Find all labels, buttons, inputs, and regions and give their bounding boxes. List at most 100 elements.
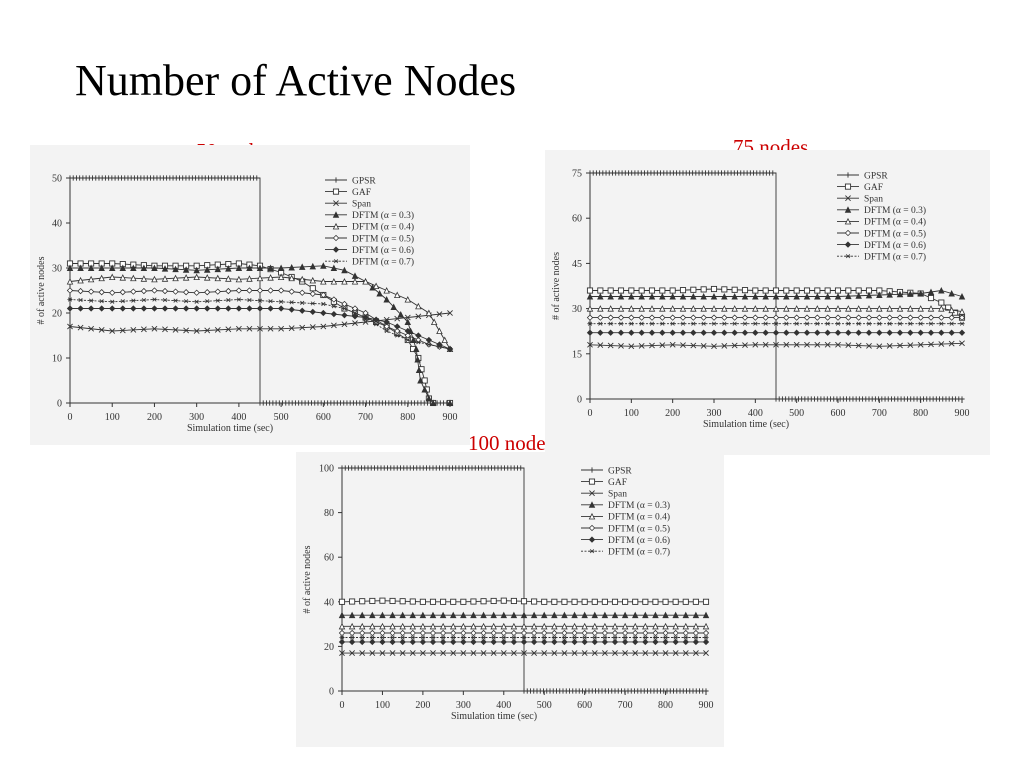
legend-entry: GPSR xyxy=(864,171,888,181)
legend-entry: DFTM (α = 0.4) xyxy=(864,217,926,228)
data-point xyxy=(571,635,578,640)
data-point xyxy=(587,321,593,326)
data-point xyxy=(389,622,396,630)
data-point xyxy=(927,288,935,296)
data-point xyxy=(581,611,588,619)
data-point xyxy=(662,629,669,637)
data-point xyxy=(299,289,306,296)
legend-marker xyxy=(844,183,852,190)
data-point xyxy=(415,313,422,320)
data-point xyxy=(460,650,467,657)
data-point xyxy=(66,264,74,271)
data-point xyxy=(267,264,274,271)
data-point xyxy=(425,336,433,344)
data-point xyxy=(369,597,376,605)
data-point xyxy=(741,329,749,336)
data-point xyxy=(638,342,645,349)
data-point xyxy=(721,342,728,349)
data-point xyxy=(700,293,707,300)
data-point xyxy=(680,342,686,349)
data-point xyxy=(669,287,676,294)
series-dftm-0-5 xyxy=(66,287,454,353)
series-dftm-0-7 xyxy=(339,635,709,640)
data-point xyxy=(783,287,790,294)
data-point xyxy=(541,635,547,640)
data-point xyxy=(607,305,614,312)
data-point xyxy=(429,399,437,406)
data-point xyxy=(77,287,84,295)
data-point xyxy=(288,288,295,295)
data-point xyxy=(581,629,588,637)
data-point xyxy=(108,264,116,271)
data-point xyxy=(193,328,200,334)
data-point xyxy=(421,386,428,393)
data-point xyxy=(409,598,416,605)
data-point xyxy=(834,329,842,336)
data-point xyxy=(151,264,158,271)
data-point xyxy=(652,611,659,619)
data-point xyxy=(582,635,588,640)
legend-entry: DFTM (α = 0.7) xyxy=(352,257,414,268)
data-point xyxy=(460,611,467,619)
data-point xyxy=(436,311,443,318)
data-point xyxy=(77,276,84,284)
x-axis-label: Simulation time (sec) xyxy=(703,419,789,430)
data-point xyxy=(692,598,699,605)
data-point xyxy=(182,305,190,312)
data-point xyxy=(429,611,437,619)
data-point xyxy=(652,638,659,646)
data-point xyxy=(721,305,728,312)
data-point xyxy=(662,622,669,630)
data-point xyxy=(383,296,390,303)
data-point xyxy=(762,305,769,312)
data-point xyxy=(436,344,443,349)
data-point xyxy=(362,315,369,320)
data-point xyxy=(690,293,697,300)
data-point xyxy=(958,314,966,321)
data-point xyxy=(611,629,619,637)
data-point xyxy=(99,299,105,304)
data-point xyxy=(460,638,467,646)
data-point xyxy=(429,629,437,637)
data-point xyxy=(804,341,810,348)
data-point xyxy=(235,325,242,332)
data-point xyxy=(119,289,126,296)
data-point xyxy=(949,321,955,326)
data-point xyxy=(700,342,707,349)
data-point xyxy=(601,611,609,619)
data-point xyxy=(98,274,105,282)
data-point xyxy=(204,299,210,304)
data-point xyxy=(98,305,105,312)
x-tick-label: 100 xyxy=(624,408,639,419)
data-point xyxy=(439,638,447,646)
series-dftm-0-7 xyxy=(67,297,453,352)
data-point xyxy=(886,291,893,298)
data-point xyxy=(194,299,200,304)
data-point xyxy=(824,329,831,336)
data-point xyxy=(702,638,710,646)
y-tick-label: 30 xyxy=(52,264,62,275)
data-point xyxy=(256,274,264,282)
data-point xyxy=(825,321,831,326)
data-point xyxy=(404,318,412,325)
data-point xyxy=(369,635,375,640)
data-point xyxy=(672,650,679,657)
data-point xyxy=(628,314,635,321)
data-point xyxy=(762,329,769,336)
data-point xyxy=(277,287,285,294)
legend-marker xyxy=(589,549,595,554)
data-point xyxy=(731,293,738,300)
data-point xyxy=(415,332,422,339)
data-point xyxy=(703,688,709,694)
data-point xyxy=(288,325,295,332)
data-point xyxy=(732,321,738,326)
data-point xyxy=(256,264,264,271)
data-point xyxy=(692,629,700,637)
data-point xyxy=(783,293,790,300)
y-tick-label: 75 xyxy=(572,169,582,180)
data-point xyxy=(130,305,137,312)
data-point xyxy=(721,293,728,300)
data-point xyxy=(959,321,965,326)
data-point xyxy=(581,650,588,657)
data-point xyxy=(793,293,800,300)
